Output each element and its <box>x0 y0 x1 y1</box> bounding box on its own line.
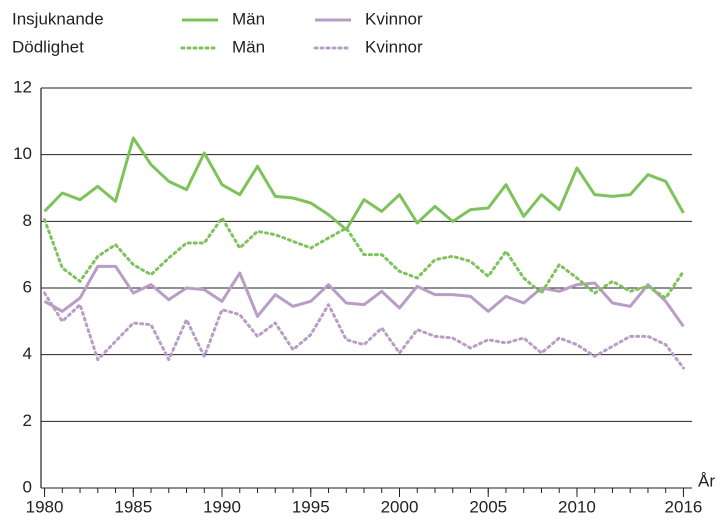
y-tick-label: 2 <box>23 411 32 430</box>
x-tick-label: 1985 <box>114 497 152 516</box>
legend-label: Kvinnor <box>365 9 423 28</box>
x-tick-label: 1980 <box>26 497 64 516</box>
x-tick-label: 2000 <box>381 497 419 516</box>
series-line <box>43 216 685 300</box>
x-tick-label: 1990 <box>203 497 241 516</box>
y-tick-label: 12 <box>13 77 32 96</box>
y-tick-label: 10 <box>13 144 32 163</box>
legend-label: Män <box>232 9 265 28</box>
x-tick-label: 2005 <box>469 497 507 516</box>
x-tick-label: 2010 <box>558 497 596 516</box>
series-line <box>43 264 685 328</box>
y-tick-label: 6 <box>23 277 32 296</box>
legend-group-label: Dödlighet <box>12 37 84 56</box>
series-line <box>43 136 685 232</box>
x-axis-label: År <box>698 471 715 490</box>
y-tick-label: 8 <box>23 211 32 230</box>
legend-label: Kvinnor <box>365 37 423 56</box>
y-tick-label: 0 <box>23 477 32 496</box>
legend-group-label: Insjuknande <box>12 9 104 28</box>
x-tick-label: 2016 <box>665 497 703 516</box>
x-tick-label: 1995 <box>292 497 330 516</box>
legend-label: Män <box>232 37 265 56</box>
series-line <box>43 291 685 370</box>
y-tick-label: 4 <box>23 344 32 363</box>
